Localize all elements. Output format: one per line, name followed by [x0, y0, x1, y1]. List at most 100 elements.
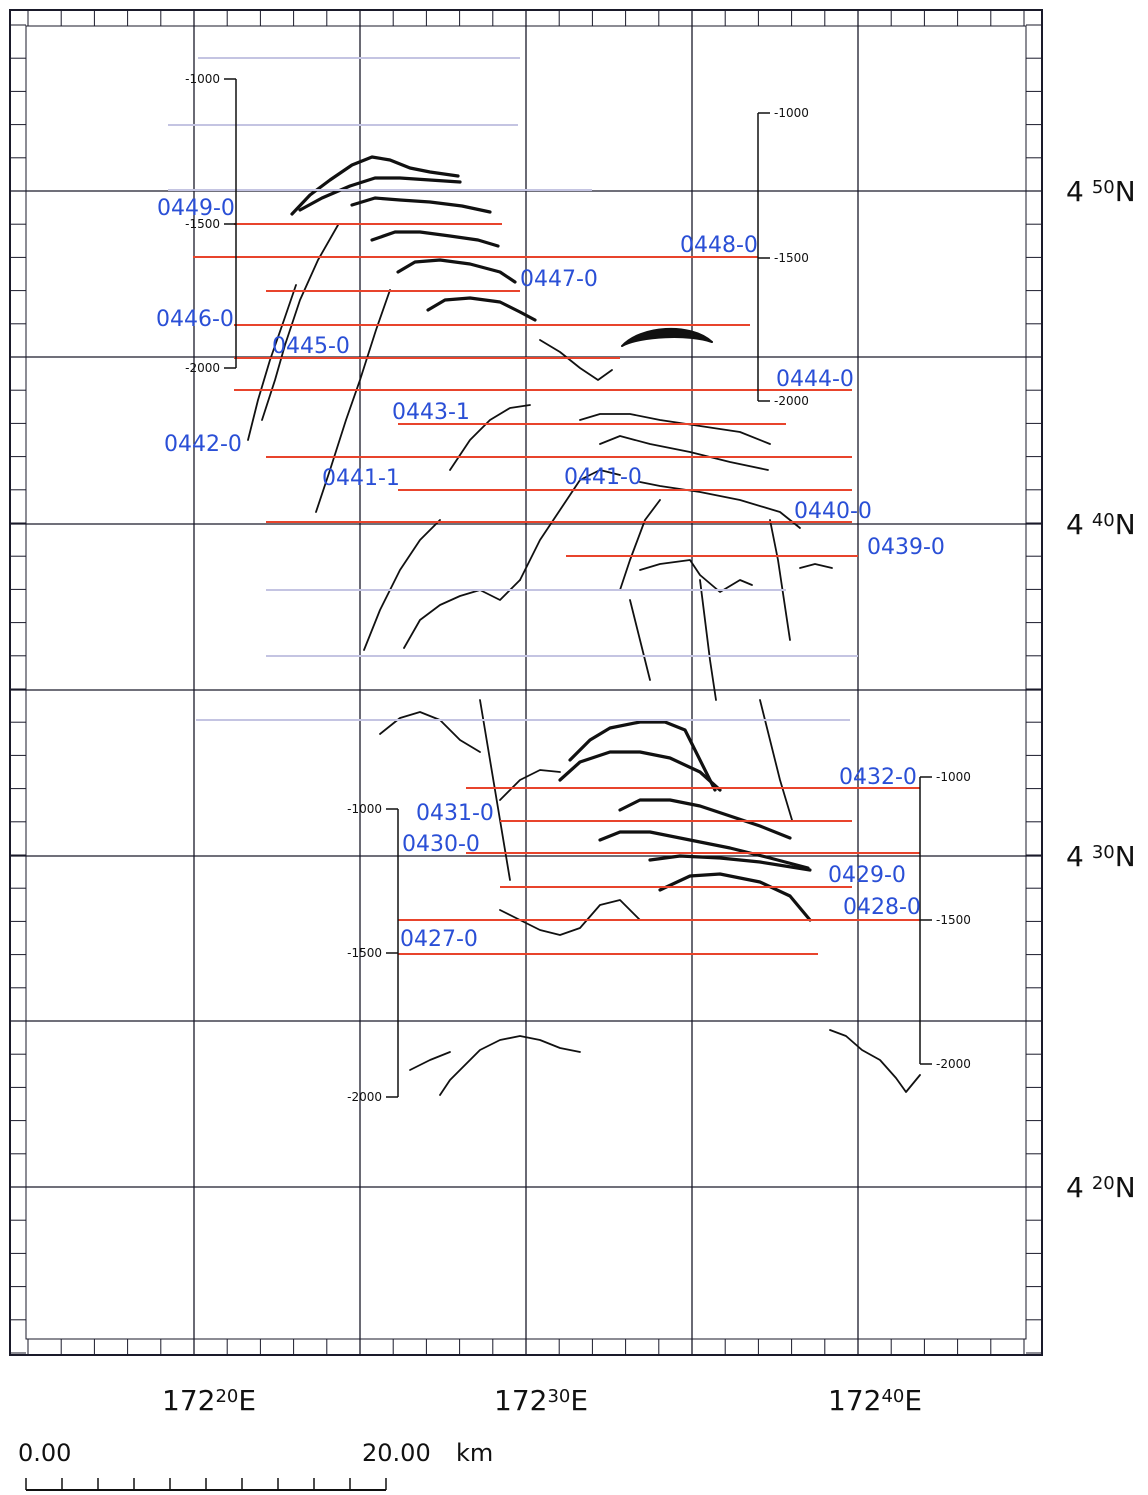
latitude-label: 4 30N [1066, 840, 1136, 873]
profile-trace [759, 699, 793, 821]
scale-unit-label: km [456, 1439, 493, 1467]
survey-line-label-0442-0: 0442-0 [164, 432, 242, 457]
survey-line-label-0448-0: 0448-0 [680, 233, 758, 258]
profile-trace [479, 699, 511, 881]
profile-trace [658, 872, 812, 922]
survey-line-label-0427-0: 0427-0 [400, 927, 478, 952]
lat-degrees: 4 [1066, 840, 1084, 873]
depth-scale-label: -1500 [936, 913, 971, 927]
profile-trace [499, 899, 641, 936]
depth-scale-label: -1500 [774, 251, 809, 265]
profile-trace [363, 519, 441, 651]
profile-trace [618, 798, 792, 840]
survey-line-label-0431-0: 0431-0 [416, 801, 494, 826]
latitude-label: 4 50N [1066, 175, 1136, 208]
survey-line-label-0443-1: 0443-1 [392, 400, 470, 425]
lat-hemisphere: N [1115, 175, 1136, 208]
survey-line-label-0441-0: 0441-0 [564, 465, 642, 490]
lat-hemisphere: N [1115, 840, 1136, 873]
lon-minutes: 30 [547, 1386, 570, 1407]
survey-line-label-0440-0: 0440-0 [794, 499, 872, 524]
lon-minutes: 40 [881, 1386, 904, 1407]
longitude-labels: 17220E 17230E 17240E [162, 1384, 922, 1417]
profile-trace [599, 435, 769, 471]
depth-scales: -1000 -1500 -2000 -1000 -1500 -2000 -1000 -1500… [185, 72, 971, 1104]
scale-bar: 0.00 20.00 km [18, 1439, 493, 1491]
scale-start-label: 0.00 [18, 1439, 71, 1467]
survey-line-label-0430-0: 0430-0 [402, 832, 480, 857]
profile-trace [539, 339, 613, 381]
lat-degrees: 4 [1066, 508, 1084, 541]
depth-scale-label: -1500 [185, 217, 220, 231]
profile-trace [598, 830, 810, 870]
survey-line-label-0439-0: 0439-0 [867, 535, 945, 560]
depth-scale-label: -2000 [347, 1090, 382, 1104]
lon-degrees: 172 [162, 1384, 215, 1417]
profile-trace [261, 224, 339, 421]
profile-trace [396, 258, 517, 284]
profile-trace [558, 750, 722, 792]
profile-trace [409, 1051, 451, 1071]
profile-trace [426, 296, 537, 322]
profile-trace [449, 404, 531, 471]
profile-trace [769, 519, 791, 641]
lat-minutes: 40 [1092, 510, 1115, 531]
bathymetric-profiles [247, 155, 921, 1096]
profile-trace [247, 284, 297, 441]
lat-hemisphere: N [1115, 1171, 1136, 1204]
profile-trace [403, 579, 521, 649]
lat-minutes: 50 [1092, 177, 1115, 198]
profile-trace [619, 499, 661, 591]
scale-bar-ticks [25, 1478, 387, 1490]
survey-line-label-0444-0: 0444-0 [776, 367, 854, 392]
survey-line-label-0447-0: 0447-0 [520, 267, 598, 292]
survey-line-label-0445-0: 0445-0 [272, 334, 350, 359]
survey-line-label-0429-0: 0429-0 [828, 863, 906, 888]
longitude-label: 17220E [162, 1384, 256, 1417]
lat-hemisphere: N [1115, 508, 1136, 541]
depth-scale-label: -1500 [347, 946, 382, 960]
depth-scale-label: -1000 [774, 106, 809, 120]
profile-trace [579, 413, 771, 445]
profile-trace [439, 1035, 581, 1096]
profile-cap [621, 327, 713, 347]
profile-trace [629, 599, 651, 681]
survey-line-labels: 0449-0 0448-0 0447-0 0446-0 0445-0 0444-0 0443… [156, 196, 945, 952]
survey-line-label-0432-0: 0432-0 [839, 765, 917, 790]
lat-minutes: 20 [1092, 1173, 1115, 1194]
profile-trace [699, 579, 717, 701]
depth-scale-label: -1000 [185, 72, 220, 86]
profile-trace [639, 559, 753, 593]
lon-minutes: 20 [215, 1386, 238, 1407]
profile-trace [370, 230, 500, 248]
profile-trace [350, 196, 492, 214]
depth-scale-label: -2000 [936, 1057, 971, 1071]
profile-trace [379, 711, 481, 753]
survey-track-lines [168, 57, 920, 955]
profile-trace [290, 155, 460, 216]
profile-trace [519, 469, 621, 581]
profile-trace [829, 1029, 921, 1093]
depth-scale-label: -2000 [774, 394, 809, 408]
survey-line-label-0446-0: 0446-0 [156, 307, 234, 332]
depth-scale-label: -2000 [185, 361, 220, 375]
latitude-label: 4 20N [1066, 1171, 1136, 1204]
profile-trace [639, 481, 801, 529]
profile-trace [568, 720, 717, 792]
lon-degrees: 172 [828, 1384, 881, 1417]
longitude-label: 17230E [494, 1384, 588, 1417]
survey-line-label-0428-0: 0428-0 [843, 895, 921, 920]
profile-trace [648, 854, 812, 872]
scale-end-label: 20.00 [362, 1439, 431, 1467]
depth-scale-label: -1000 [347, 802, 382, 816]
survey-line-label-0449-0: 0449-0 [157, 196, 235, 221]
profile-trace [315, 289, 391, 513]
profile-trace [298, 176, 462, 212]
survey-line-label-0441-1: 0441-1 [322, 466, 400, 491]
depth-scale-label: -1000 [936, 770, 971, 784]
lon-hemisphere: E [904, 1384, 922, 1417]
latitude-label: 4 40N [1066, 508, 1136, 541]
lat-minutes: 30 [1092, 842, 1115, 863]
